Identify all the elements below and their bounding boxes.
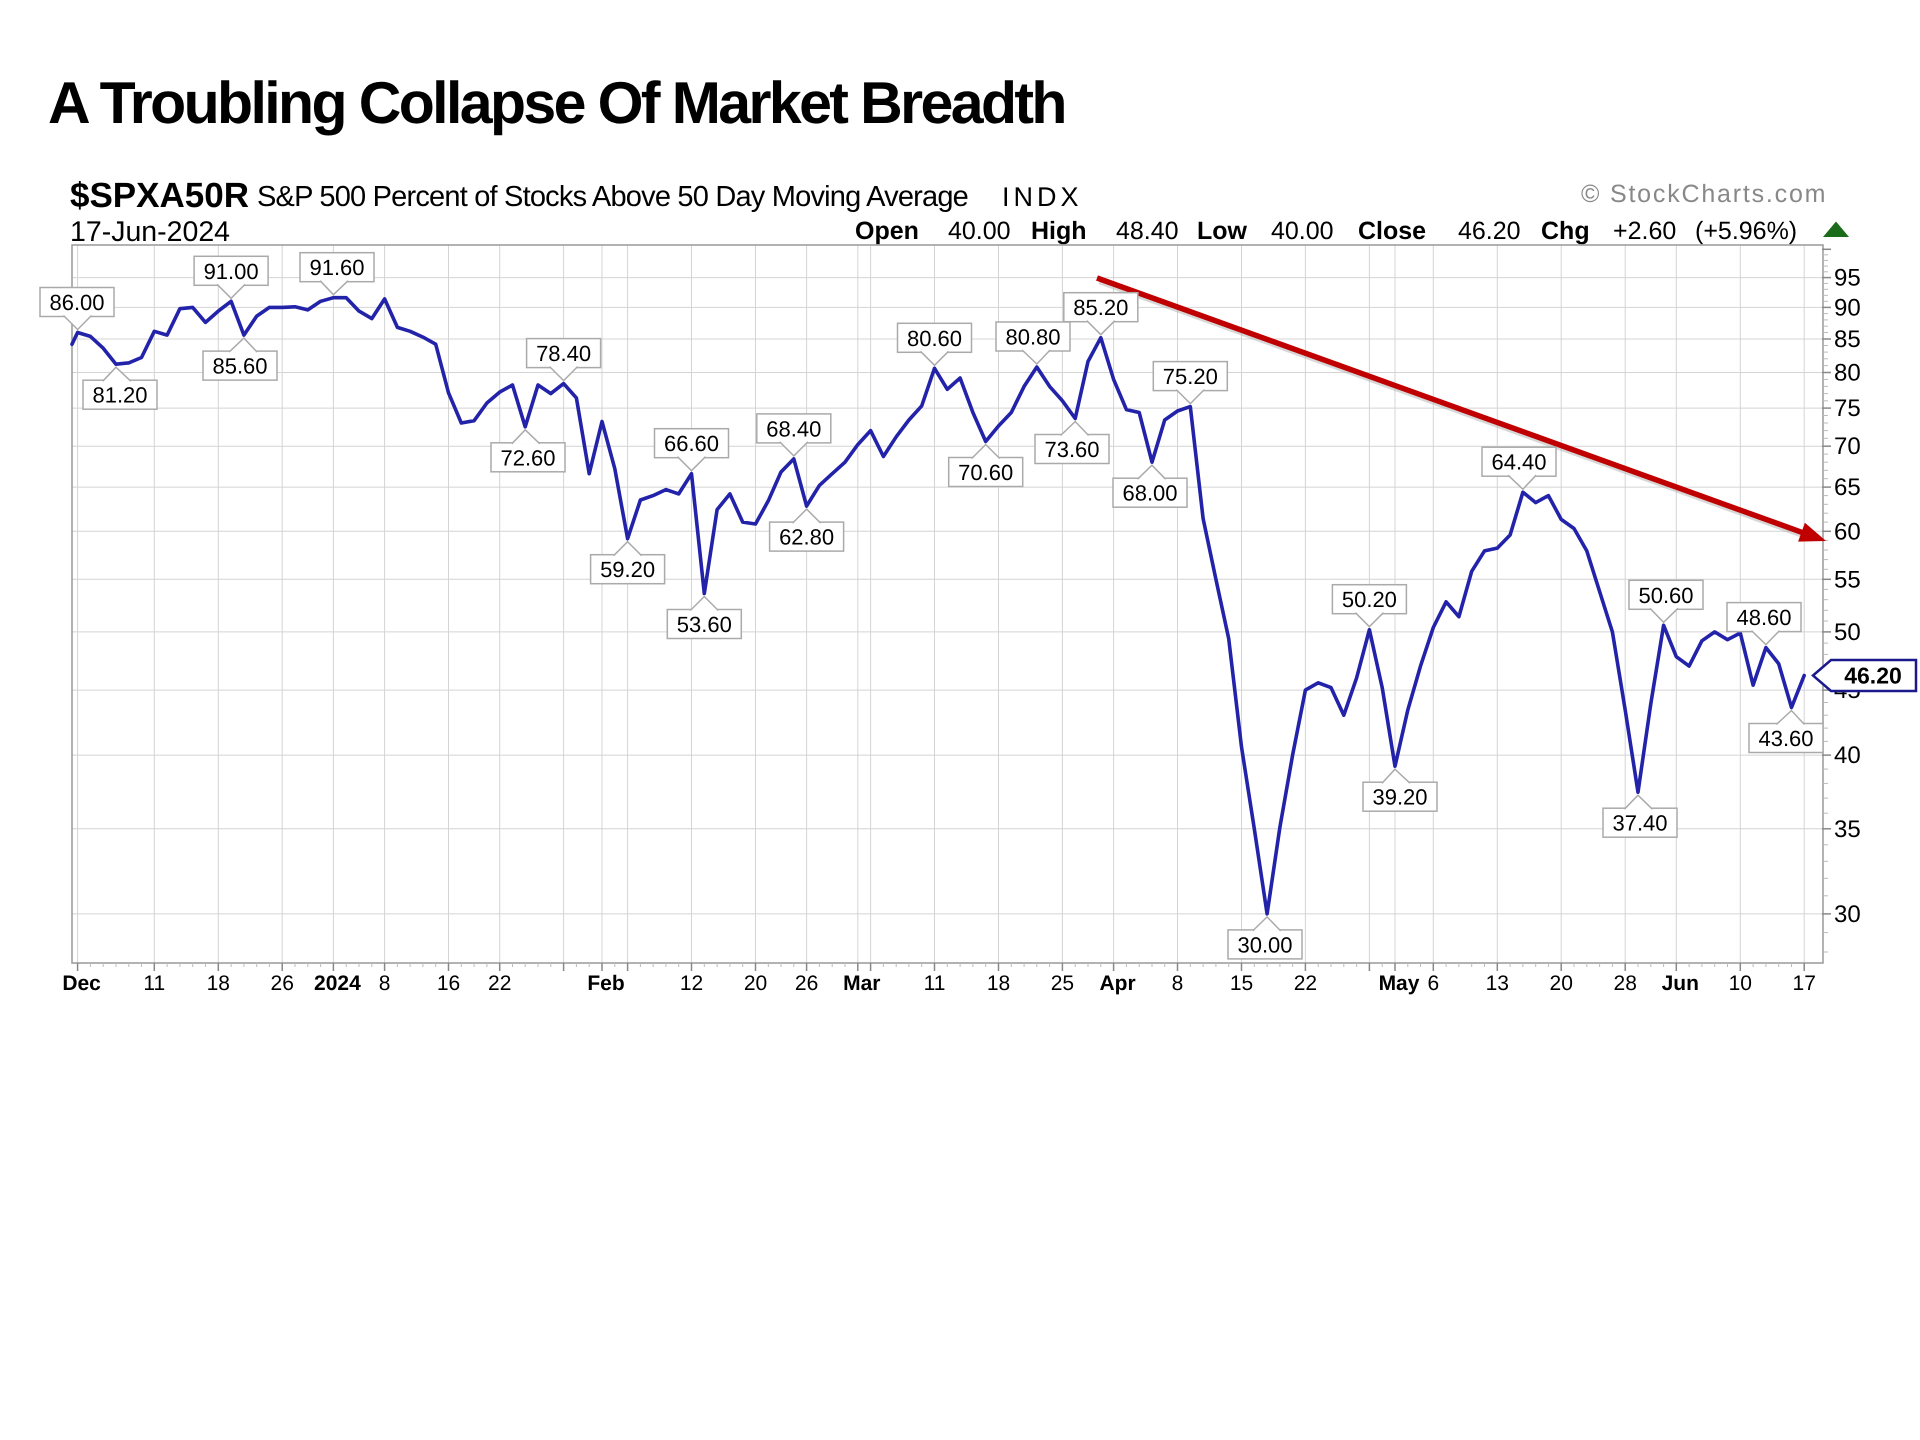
svg-text:46.20: 46.20 <box>1844 663 1902 689</box>
svg-text:22: 22 <box>1294 972 1317 995</box>
svg-text:8: 8 <box>379 972 391 995</box>
svg-text:70: 70 <box>1834 433 1861 460</box>
svg-text:S&P 500 Percent of Stocks Abov: S&P 500 Percent of Stocks Above 50 Day M… <box>257 181 968 213</box>
svg-text:35: 35 <box>1834 816 1861 843</box>
svg-text:50.60: 50.60 <box>1638 583 1693 608</box>
svg-text:© StockCharts.com: © StockCharts.com <box>1581 180 1827 208</box>
svg-text:81.20: 81.20 <box>92 383 147 408</box>
svg-text:Apr: Apr <box>1100 972 1136 995</box>
svg-text:39.20: 39.20 <box>1372 785 1427 810</box>
svg-text:95: 95 <box>1834 265 1861 292</box>
svg-text:78.40: 78.40 <box>536 341 591 366</box>
svg-text:50.20: 50.20 <box>1342 587 1397 612</box>
svg-text:48.60: 48.60 <box>1736 605 1791 630</box>
svg-text:73.60: 73.60 <box>1044 437 1099 462</box>
svg-text:66.60: 66.60 <box>664 431 719 456</box>
svg-text:17: 17 <box>1793 972 1816 995</box>
svg-text:28: 28 <box>1614 972 1637 995</box>
svg-text:20: 20 <box>1550 972 1573 995</box>
svg-text:72.60: 72.60 <box>500 445 555 470</box>
svg-text:91.60: 91.60 <box>309 255 364 280</box>
svg-text:Mar: Mar <box>843 972 880 995</box>
svg-text:2024: 2024 <box>314 972 361 995</box>
svg-text:75.20: 75.20 <box>1163 364 1218 389</box>
svg-text:75: 75 <box>1834 395 1861 422</box>
svg-text:86.00: 86.00 <box>49 290 104 315</box>
svg-text:53.60: 53.60 <box>677 612 732 637</box>
svg-text:25: 25 <box>1051 972 1074 995</box>
svg-text:40.00: 40.00 <box>948 217 1011 245</box>
svg-text:(+5.96%): (+5.96%) <box>1695 217 1797 245</box>
svg-text:INDX: INDX <box>1002 182 1083 212</box>
svg-text:90: 90 <box>1834 294 1861 321</box>
svg-text:18: 18 <box>987 972 1010 995</box>
svg-text:Close: Close <box>1358 217 1426 245</box>
svg-text:Dec: Dec <box>62 972 101 995</box>
svg-text:68.40: 68.40 <box>766 416 821 441</box>
svg-text:+2.60: +2.60 <box>1613 217 1676 245</box>
svg-text:80.80: 80.80 <box>1005 325 1060 350</box>
svg-text:85.20: 85.20 <box>1073 295 1128 320</box>
svg-text:30: 30 <box>1834 901 1861 928</box>
svg-text:62.80: 62.80 <box>779 525 834 550</box>
svg-text:18: 18 <box>207 972 230 995</box>
svg-text:Feb: Feb <box>587 972 624 995</box>
svg-text:59.20: 59.20 <box>600 557 655 582</box>
svg-text:26: 26 <box>271 972 294 995</box>
svg-text:85.60: 85.60 <box>212 354 267 379</box>
svg-text:70.60: 70.60 <box>958 460 1013 485</box>
svg-text:11: 11 <box>143 972 165 995</box>
svg-text:40.00: 40.00 <box>1271 217 1334 245</box>
svg-text:Low: Low <box>1197 217 1248 245</box>
svg-text:60: 60 <box>1834 518 1861 545</box>
svg-text:46.20: 46.20 <box>1458 217 1521 245</box>
svg-text:50: 50 <box>1834 619 1861 646</box>
svg-text:10: 10 <box>1729 972 1752 995</box>
svg-text:37.40: 37.40 <box>1612 811 1667 836</box>
svg-text:26: 26 <box>795 972 818 995</box>
svg-text:A Troubling Collapse Of Market: A Troubling Collapse Of Market Breadth <box>48 70 1065 136</box>
svg-text:11: 11 <box>924 972 946 995</box>
svg-text:80: 80 <box>1834 360 1861 387</box>
svg-text:Open: Open <box>855 217 919 245</box>
svg-text:15: 15 <box>1230 972 1253 995</box>
svg-text:55: 55 <box>1834 566 1861 593</box>
svg-text:48.40: 48.40 <box>1116 217 1179 245</box>
svg-text:8: 8 <box>1172 972 1184 995</box>
svg-text:30.00: 30.00 <box>1237 932 1292 957</box>
svg-text:12: 12 <box>680 972 703 995</box>
svg-text:17-Jun-2024: 17-Jun-2024 <box>70 216 230 248</box>
svg-text:64.40: 64.40 <box>1491 450 1546 475</box>
svg-text:85: 85 <box>1834 326 1861 353</box>
svg-text:High: High <box>1031 217 1087 245</box>
svg-text:Chg: Chg <box>1541 217 1590 245</box>
svg-text:13: 13 <box>1486 972 1509 995</box>
svg-text:$SPXA50R: $SPXA50R <box>70 176 249 215</box>
svg-text:91.00: 91.00 <box>204 259 259 284</box>
svg-text:6: 6 <box>1427 972 1439 995</box>
svg-text:16: 16 <box>437 972 460 995</box>
svg-text:80.60: 80.60 <box>907 326 962 351</box>
svg-text:43.60: 43.60 <box>1758 726 1813 751</box>
svg-text:68.00: 68.00 <box>1122 481 1177 506</box>
svg-text:May: May <box>1379 972 1420 995</box>
svg-text:20: 20 <box>744 972 767 995</box>
svg-text:22: 22 <box>488 972 511 995</box>
svg-text:40: 40 <box>1834 742 1861 769</box>
svg-text:65: 65 <box>1834 474 1861 501</box>
svg-text:Jun: Jun <box>1662 972 1699 995</box>
